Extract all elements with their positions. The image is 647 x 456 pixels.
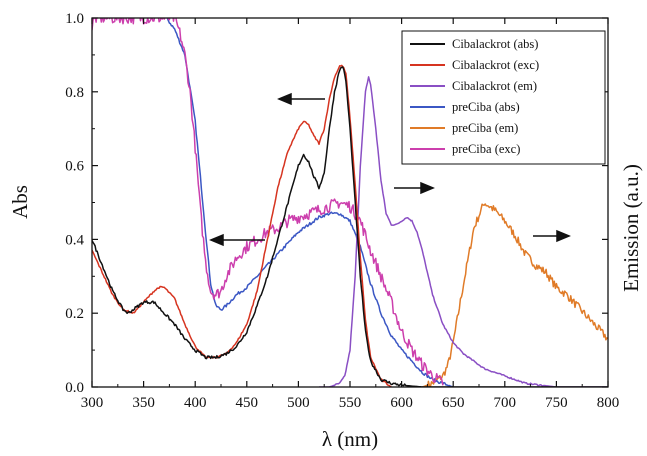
series-line xyxy=(422,204,608,389)
x-tick-label: 400 xyxy=(184,395,207,411)
x-tick-label: 550 xyxy=(339,395,362,411)
legend-label: Cibalackrot (abs) xyxy=(452,37,538,51)
y-tick-label: 0.2 xyxy=(65,306,84,322)
x-tick-label: 300 xyxy=(81,395,104,411)
y-tick-label: 0.0 xyxy=(65,380,84,396)
x-tick-label: 750 xyxy=(545,395,568,411)
legend-label: Cibalackrot (em) xyxy=(452,79,537,93)
right-axis-title: Emission (a.u.) xyxy=(619,164,643,292)
x-tick-label: 350 xyxy=(132,395,155,411)
x-tick-label: 700 xyxy=(494,395,517,411)
y-tick-label: 0.6 xyxy=(65,159,84,175)
x-tick-label: 500 xyxy=(287,395,310,411)
y-tick-label: 0.4 xyxy=(65,232,84,248)
legend-label: preCiba (abs) xyxy=(452,100,520,114)
arrow-left-upper-head xyxy=(279,94,291,104)
y-tick-label: 1.0 xyxy=(65,11,84,27)
x-tick-label: 450 xyxy=(236,395,259,411)
arrow-left-lower-head xyxy=(211,235,223,245)
x-tick-label: 650 xyxy=(442,395,465,411)
arrow-right-middle-head xyxy=(421,183,433,193)
arrow-right-lower-head xyxy=(557,231,569,241)
series-line xyxy=(92,12,443,385)
x-tick-label: 600 xyxy=(390,395,413,411)
legend-label: preCiba (exc) xyxy=(452,142,520,156)
y-tick-label: 0.8 xyxy=(65,85,84,101)
legend-label: preCiba (em) xyxy=(452,121,518,135)
x-axis-title: λ (nm) xyxy=(322,427,378,451)
legend-label: Cibalackrot (exc) xyxy=(452,58,539,72)
x-tick-label: 800 xyxy=(597,395,620,411)
y-axis-title: Abs xyxy=(8,185,32,219)
